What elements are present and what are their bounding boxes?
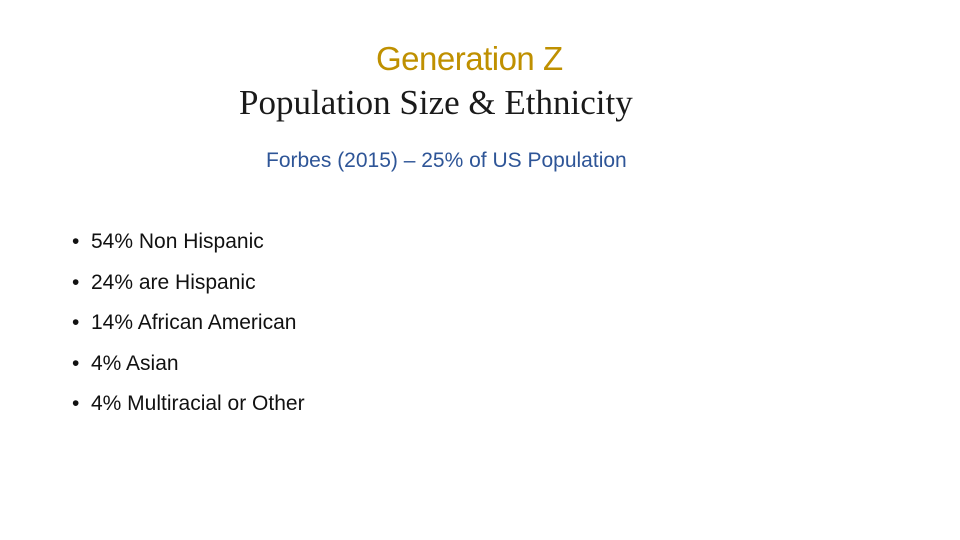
slide-title: Generation Z — [376, 40, 563, 77]
bullet-glyph: • — [72, 270, 80, 294]
bullet-item: • 54% Non Hispanic — [72, 228, 305, 269]
bullet-glyph: • — [72, 311, 80, 334]
source-line: Forbes (2015) – 25% of US Population — [266, 149, 627, 172]
bullet-text: 54% Non Hispanic — [91, 230, 264, 253]
bullet-text: 4% Multiracial or Other — [91, 392, 305, 415]
bullet-item: • 4% Multiracial or Other — [72, 390, 305, 431]
bullet-text: 4% Asian — [91, 351, 179, 375]
bullet-text: 24% are Hispanic — [91, 270, 256, 294]
slide-subtitle: Population Size & Ethnicity — [239, 83, 633, 122]
bullet-item: • 4% Asian — [72, 350, 305, 391]
bullet-text: 14% African American — [91, 311, 297, 334]
bullet-glyph: • — [72, 392, 80, 415]
bullet-list: • 54% Non Hispanic • 24% are Hispanic • … — [72, 228, 305, 431]
bullet-glyph: • — [72, 230, 80, 253]
bullet-glyph: • — [72, 351, 80, 375]
bullet-item: • 14% African American — [72, 309, 305, 350]
bullet-item: • 24% are Hispanic — [72, 269, 305, 310]
